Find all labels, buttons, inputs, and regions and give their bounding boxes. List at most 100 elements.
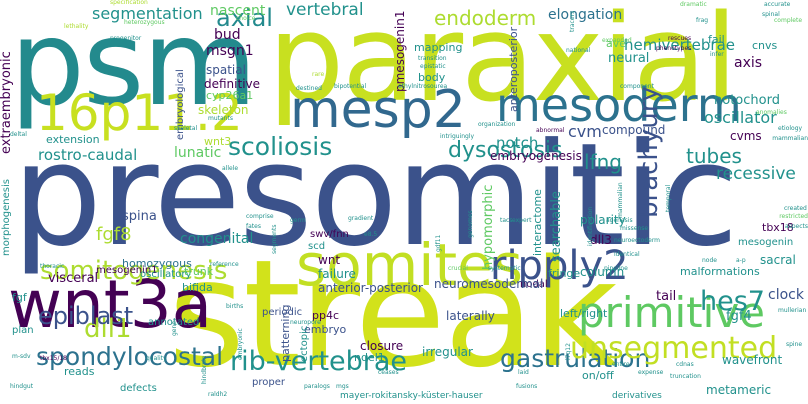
word-lethality: lethality — [64, 23, 89, 30]
word-epiblast: epiblast — [38, 302, 134, 330]
word-mammalian-2: mammalian — [617, 182, 624, 218]
word-bifida: bifida — [182, 281, 213, 294]
word-etiology: etiology — [778, 125, 803, 132]
word-rostro-caudal: rostro-caudal — [38, 146, 138, 164]
word-hypomorphic: hypomorphic — [481, 184, 496, 270]
word-neuromesodermal: neuromesodermal — [434, 277, 544, 291]
word-intriguingly: intriguingly — [440, 133, 475, 140]
word-visceral: visceral — [48, 271, 99, 286]
word-pipeline: pipeline — [604, 265, 628, 272]
word-notch: notch — [496, 134, 539, 152]
word-skeletal: skeletal — [174, 125, 198, 132]
word-mutants: mutants — [208, 115, 233, 122]
word-allele: allele — [222, 165, 239, 172]
word-definitive: definitive — [204, 77, 261, 91]
word-agenesis: agenesis — [606, 217, 633, 224]
word-mgs: mgs — [336, 383, 349, 390]
word-bipotential: bipotential — [334, 83, 367, 90]
word-mesp2: mesp2 — [290, 80, 466, 140]
word-cdnas: cdnas — [676, 361, 694, 368]
word-ectopic: ectopic — [299, 325, 310, 362]
word-tubes: tubes — [686, 144, 742, 168]
word-lfng: lfng — [584, 150, 622, 174]
word-16p11.2: 16p11.2 — [36, 84, 243, 142]
word-mullerian: mullerian — [778, 307, 807, 314]
word-annotated: annotated — [148, 317, 200, 328]
word-trunk: trunk — [184, 265, 214, 278]
word-skeleton: skeleton — [198, 103, 249, 117]
word-crucial: crucial — [448, 265, 468, 272]
word-gdf11: gdf11 — [435, 234, 442, 252]
word-progenitor: progenitor — [110, 35, 142, 42]
word-extraembryonic: extraembryonic — [0, 51, 14, 154]
word-mesogenin1: mesogenin1 — [96, 265, 158, 276]
word-rare: rare — [312, 71, 325, 78]
word-accurate: accurate — [764, 1, 791, 8]
word-ndel1: ndel1 — [354, 351, 385, 364]
word-ripply2: ripply2 — [490, 243, 629, 289]
word-national: national — [566, 47, 591, 54]
word-dll1: dll1 — [84, 314, 132, 344]
word-searchable: searchable — [549, 190, 564, 262]
word-clock: clock — [768, 287, 804, 303]
word-cnvs: cnvs — [752, 39, 778, 52]
word-wnt3a: wnt3a — [8, 266, 213, 343]
word-a-p: a-p — [736, 257, 746, 264]
word-expense: expense — [638, 369, 664, 376]
word-msgn1: msgn1 — [206, 43, 254, 59]
word-interactome: interactome — [531, 189, 544, 256]
word-extension: extension — [46, 133, 100, 146]
word-fgf4: fgf4 — [726, 309, 752, 324]
word-nodal: nodal — [520, 279, 548, 290]
word-proper: proper — [252, 377, 285, 388]
word-oscillator: oscillator — [704, 108, 777, 127]
word-fringe: fringe — [548, 267, 581, 280]
word-left-right: left/right — [560, 307, 608, 320]
word-abnormal: abnormal — [536, 127, 565, 134]
word-spina: spina — [122, 209, 157, 224]
word-endoderm: endoderm — [434, 6, 537, 30]
word-thoracic: thoracic — [40, 263, 65, 270]
word-choice: choice — [236, 15, 256, 22]
word-paraxial: paraxial — [268, 0, 738, 129]
word-closure: closure — [360, 339, 404, 353]
word-unsegmented: unsegmented — [570, 331, 778, 366]
word-derivatives: derivatives — [612, 391, 662, 401]
word-gene: gene — [171, 321, 178, 336]
word-anomalies: anomalies — [756, 109, 787, 116]
word-bud: bud — [214, 27, 241, 43]
word-deltal: deltal — [10, 131, 27, 138]
word-hes7: hes7 — [700, 286, 765, 317]
word-fgf: fgf — [12, 291, 27, 304]
word-axis: axis — [734, 55, 763, 71]
word-identification: identification — [587, 206, 594, 246]
word-sacral: sacral — [760, 253, 796, 267]
word-dramatic: dramatic — [680, 1, 707, 8]
word-presomitic: presomitic — [12, 113, 739, 278]
word-brachyury: brachyury — [634, 86, 664, 218]
word-hindbrain: hindbrain — [201, 355, 208, 384]
word-primitive: primitive — [578, 288, 766, 337]
word-germ: germ — [290, 217, 306, 224]
word-tail: tail — [656, 289, 677, 304]
word-somites: somites — [296, 231, 523, 299]
word-quality: quality — [146, 355, 167, 362]
word-cvms: cvms — [730, 129, 762, 143]
word-patterning: patterning — [279, 304, 292, 362]
word-wnt3: wnt3 — [204, 135, 232, 148]
word-embryo: embryo — [304, 323, 347, 336]
word-spatial: spatial — [206, 63, 246, 77]
word-axial: axial — [216, 4, 273, 32]
word-spine: spine — [786, 341, 803, 348]
word-reference: reference — [210, 261, 239, 268]
word-identical: identical — [614, 251, 640, 258]
word-mammalian-1: mammalian — [772, 135, 808, 142]
word-comprise: comprise — [246, 213, 274, 220]
word-morphogenesis: morphogenesis — [1, 179, 12, 256]
word-body: body — [418, 71, 446, 84]
word-mesoderm: mesoderm — [496, 78, 742, 132]
word-embryonic: embryonic — [237, 328, 244, 360]
word-tacs: tacs — [500, 217, 513, 224]
word-missense: missense — [620, 225, 649, 232]
